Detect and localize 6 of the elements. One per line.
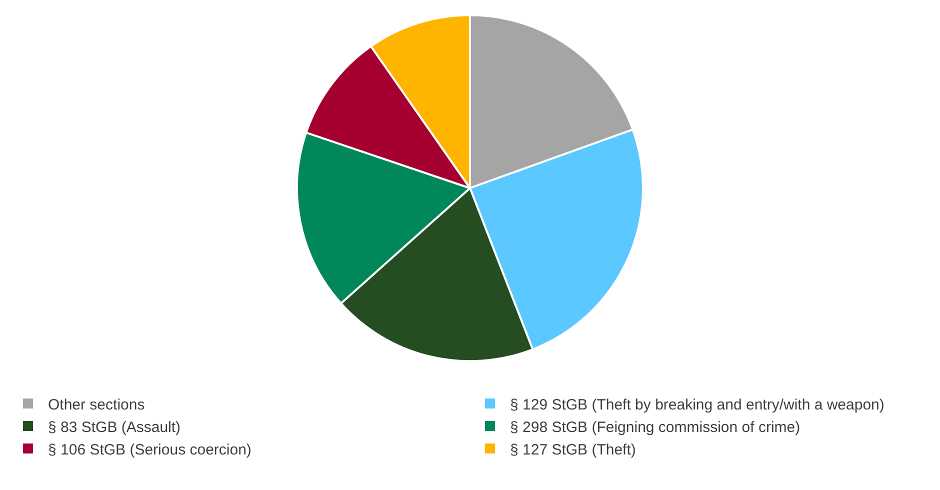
legend-label: § 83 StGB (Assault) <box>48 418 181 436</box>
legend-label: Other sections <box>48 396 145 414</box>
legend-label: § 106 StGB (Serious coercion) <box>48 441 252 458</box>
legend-label: § 129 StGB (Theft by breaking and entry/with a weapon) <box>510 396 884 414</box>
legend-label: § 298 StGB (Feigning commission of crime) <box>510 418 800 436</box>
legend-label: § 127 StGB (Theft) <box>510 441 636 458</box>
